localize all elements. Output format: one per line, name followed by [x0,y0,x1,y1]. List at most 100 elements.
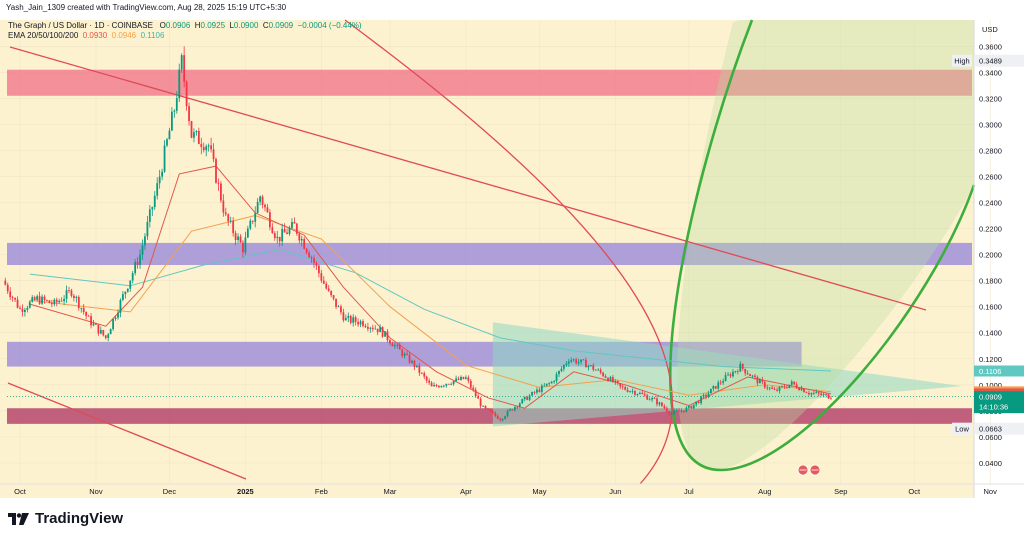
candle-body [545,383,548,386]
candle-body [300,238,303,241]
candle-body [117,312,119,318]
ema100-line [29,248,832,372]
candle-body [308,252,310,258]
candle-body [9,291,12,298]
price-label-tag [974,391,1024,414]
candle-body [795,384,798,388]
candle-body [354,317,357,322]
candle-body [425,376,428,381]
price-tick-label: 0.2200 [979,225,1002,234]
candle-body [827,394,830,399]
candle-body [295,223,298,234]
legend-high-label: H [194,21,201,30]
candle-body [269,212,271,228]
candle-body [80,307,83,309]
candle-body [631,391,634,392]
candle-body [220,183,222,201]
candle-body [759,379,761,384]
candle-body [727,374,729,376]
candle-body [156,183,159,196]
candle-body [744,368,747,374]
candle-body [766,387,769,389]
extreme-value-tag [974,422,1024,435]
candle-body [800,388,803,391]
candle-body [180,55,183,70]
candle-body [119,299,122,313]
candle-body [504,416,506,419]
candle-body [656,398,658,405]
candle-body [325,283,328,289]
candle-body [467,377,470,381]
candle-body [85,311,88,316]
candle-body [168,130,171,140]
candle-body [538,389,541,392]
time-axis[interactable]: Oct Nov Dec 2025 Feb Mar Apr May Jun Jul Aug Sep Oct… [0,483,1024,496]
candle-body [702,394,705,397]
candle-body [200,143,203,148]
time-tick-label: 2025 [237,487,254,496]
candle-body [548,383,551,385]
candle-body [482,405,484,407]
candle-body [16,299,19,308]
legend-symbol[interactable]: The Graph / US Dollar · 1D · COINBASE [8,21,153,30]
candle-body [276,236,279,239]
price-tick-label: 0.3200 [979,94,1002,103]
legend-ema20: 0.0930 [82,31,108,40]
candle-body [82,307,85,312]
candle-body [756,376,759,384]
candle-body [729,374,732,377]
candle-body [202,147,205,151]
lower-trend-line [7,382,247,480]
candle-body [148,209,151,222]
candle-body [781,386,783,388]
candle-body [398,344,401,350]
candle-body [771,387,774,389]
candle-body [178,69,181,99]
candle-body [158,176,161,184]
candle-body [19,307,21,309]
candle-body [658,402,661,405]
candle-body [281,229,284,242]
candle-body [447,383,450,385]
candle-body [205,146,208,151]
candle-body [560,368,563,371]
candle-body [653,398,656,399]
candle-body [327,288,330,291]
candle-body [251,220,254,222]
legend-change: −0.0004 (−0.44%) [297,21,362,30]
candle-body [161,171,163,177]
tradingview-brand[interactable]: TradingView [8,510,123,527]
candle-body [523,396,526,400]
chart-caption: Yash_Jain_1309 created with TradingView.… [6,3,287,12]
candle-body [104,335,107,339]
candle-body [820,393,823,396]
candle-body [342,312,345,321]
candle-body [749,374,751,377]
legend-ema100: 0.1106 [140,31,165,40]
candle-body [719,382,722,384]
ema20-line [29,165,832,409]
zone-resistance-purple [7,242,972,266]
candle-body [166,139,168,146]
candle-body [286,232,288,234]
legend-ema-label[interactable]: EMA 20/50/100/200 [8,31,79,40]
candle-body [474,389,477,396]
candle-body [283,229,286,233]
candle-body [700,396,702,404]
price-tick-label: 0.1000 [979,381,1002,390]
candle-body [99,330,102,334]
candle-body [445,383,448,386]
candle-body [330,290,333,296]
candle-body [526,396,529,400]
candle-body [332,295,335,299]
candle-body [173,110,176,112]
candle-body [48,300,51,304]
tradingview-brand-label: TradingView [35,510,124,527]
price-axis[interactable]: 0.04000.06000.08000.10000.12000.14000.16… [973,20,1002,498]
candle-body [357,321,359,325]
candle-body [619,383,622,387]
candle-body [114,317,117,319]
candle-body [271,227,274,234]
candle-body [661,402,663,407]
